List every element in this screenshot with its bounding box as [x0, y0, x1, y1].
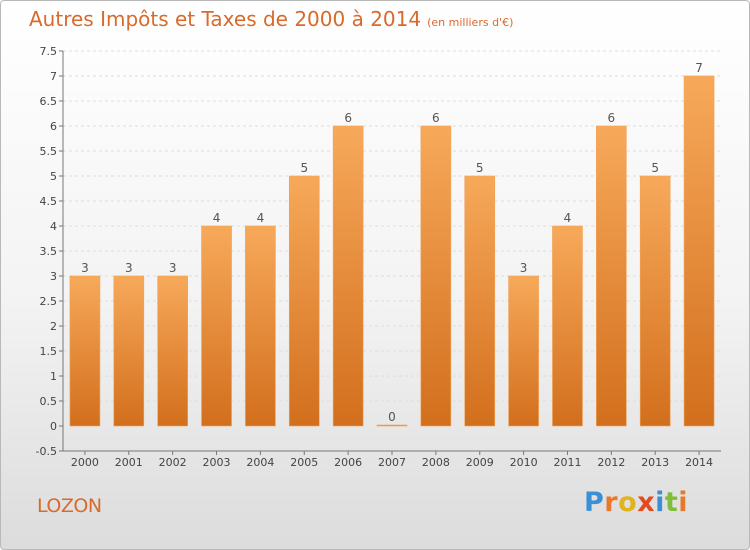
logo-letter: i	[678, 487, 689, 518]
x-tick-label: 2012	[597, 456, 625, 469]
data-label: 3	[81, 261, 89, 275]
chart-title: Autres Impôts et Taxes de 2000 à 2014 (en…	[29, 7, 513, 31]
y-tick-label: -0.5	[36, 445, 57, 458]
data-label: 6	[432, 111, 440, 125]
data-label: 3	[169, 261, 177, 275]
y-tick-label: 3	[50, 270, 57, 283]
x-tick-label: 2013	[641, 456, 669, 469]
x-tick-label: 2002	[159, 456, 187, 469]
bar	[288, 175, 320, 427]
x-tick-label: 2007	[378, 456, 406, 469]
data-label: 4	[564, 211, 572, 225]
y-tick-label: 1	[50, 370, 57, 383]
data-label: 4	[257, 211, 265, 225]
data-label: 3	[125, 261, 133, 275]
x-tick-label: 2003	[203, 456, 231, 469]
logo-letter: P	[584, 487, 605, 518]
data-label: 6	[608, 111, 616, 125]
bar	[639, 175, 671, 427]
y-tick-label: 2	[50, 320, 57, 333]
x-tick-label: 2005	[290, 456, 318, 469]
data-label: 0	[388, 410, 396, 424]
y-tick-label: 1.5	[40, 345, 58, 358]
data-label: 6	[344, 111, 352, 125]
x-tick-label: 2000	[71, 456, 99, 469]
x-tick-label: 2001	[115, 456, 143, 469]
x-tick-label: 2014	[685, 456, 713, 469]
data-label: 7	[695, 61, 703, 75]
y-tick-label: 6	[50, 120, 57, 133]
proxiti-logo: Proxiti	[584, 487, 688, 518]
bar	[332, 125, 364, 427]
y-tick-label: 7.5	[40, 45, 58, 58]
x-tick-label: 2009	[466, 456, 494, 469]
town-name: LOZON	[37, 495, 102, 517]
bar	[420, 125, 452, 427]
x-tick-label: 2006	[334, 456, 362, 469]
data-label: 3	[520, 261, 528, 275]
bar	[683, 75, 715, 427]
bar	[376, 424, 408, 427]
x-tick-label: 2004	[246, 456, 274, 469]
bar	[596, 125, 627, 427]
bar	[552, 225, 583, 427]
data-label: 4	[213, 211, 221, 225]
data-label: 5	[476, 161, 484, 175]
logo-letter: x	[637, 487, 656, 518]
y-tick-label: 0.5	[40, 395, 58, 408]
y-tick-label: 7	[50, 70, 57, 83]
x-tick-label: 2008	[422, 456, 450, 469]
chart-title-text: Autres Impôts et Taxes de 2000 à 2014	[29, 7, 422, 31]
y-tick-label: 5.5	[40, 145, 58, 158]
logo-letter: r	[604, 487, 619, 518]
y-tick-label: 4.5	[40, 195, 58, 208]
bar	[113, 275, 145, 427]
y-tick-label: 2.5	[40, 295, 58, 308]
logo-letter: t	[664, 487, 679, 518]
y-tick-label: 4	[50, 220, 57, 233]
bar	[508, 275, 539, 427]
logo-letter: i	[655, 487, 665, 518]
bar	[69, 275, 101, 427]
logo-letter: o	[618, 487, 638, 518]
data-label: 5	[300, 161, 308, 175]
y-tick-label: 0	[50, 420, 57, 433]
y-tick-label: 6.5	[40, 95, 58, 108]
data-label: 5	[651, 161, 659, 175]
bar	[201, 225, 232, 427]
x-tick-label: 2011	[553, 456, 581, 469]
y-tick-label: 5	[50, 170, 57, 183]
bar	[245, 225, 276, 427]
y-tick-label: 3.5	[40, 245, 58, 258]
chart-unit: (en milliers d'€)	[427, 16, 514, 29]
bar	[157, 275, 188, 427]
x-tick-label: 2010	[510, 456, 538, 469]
bar	[464, 175, 496, 427]
